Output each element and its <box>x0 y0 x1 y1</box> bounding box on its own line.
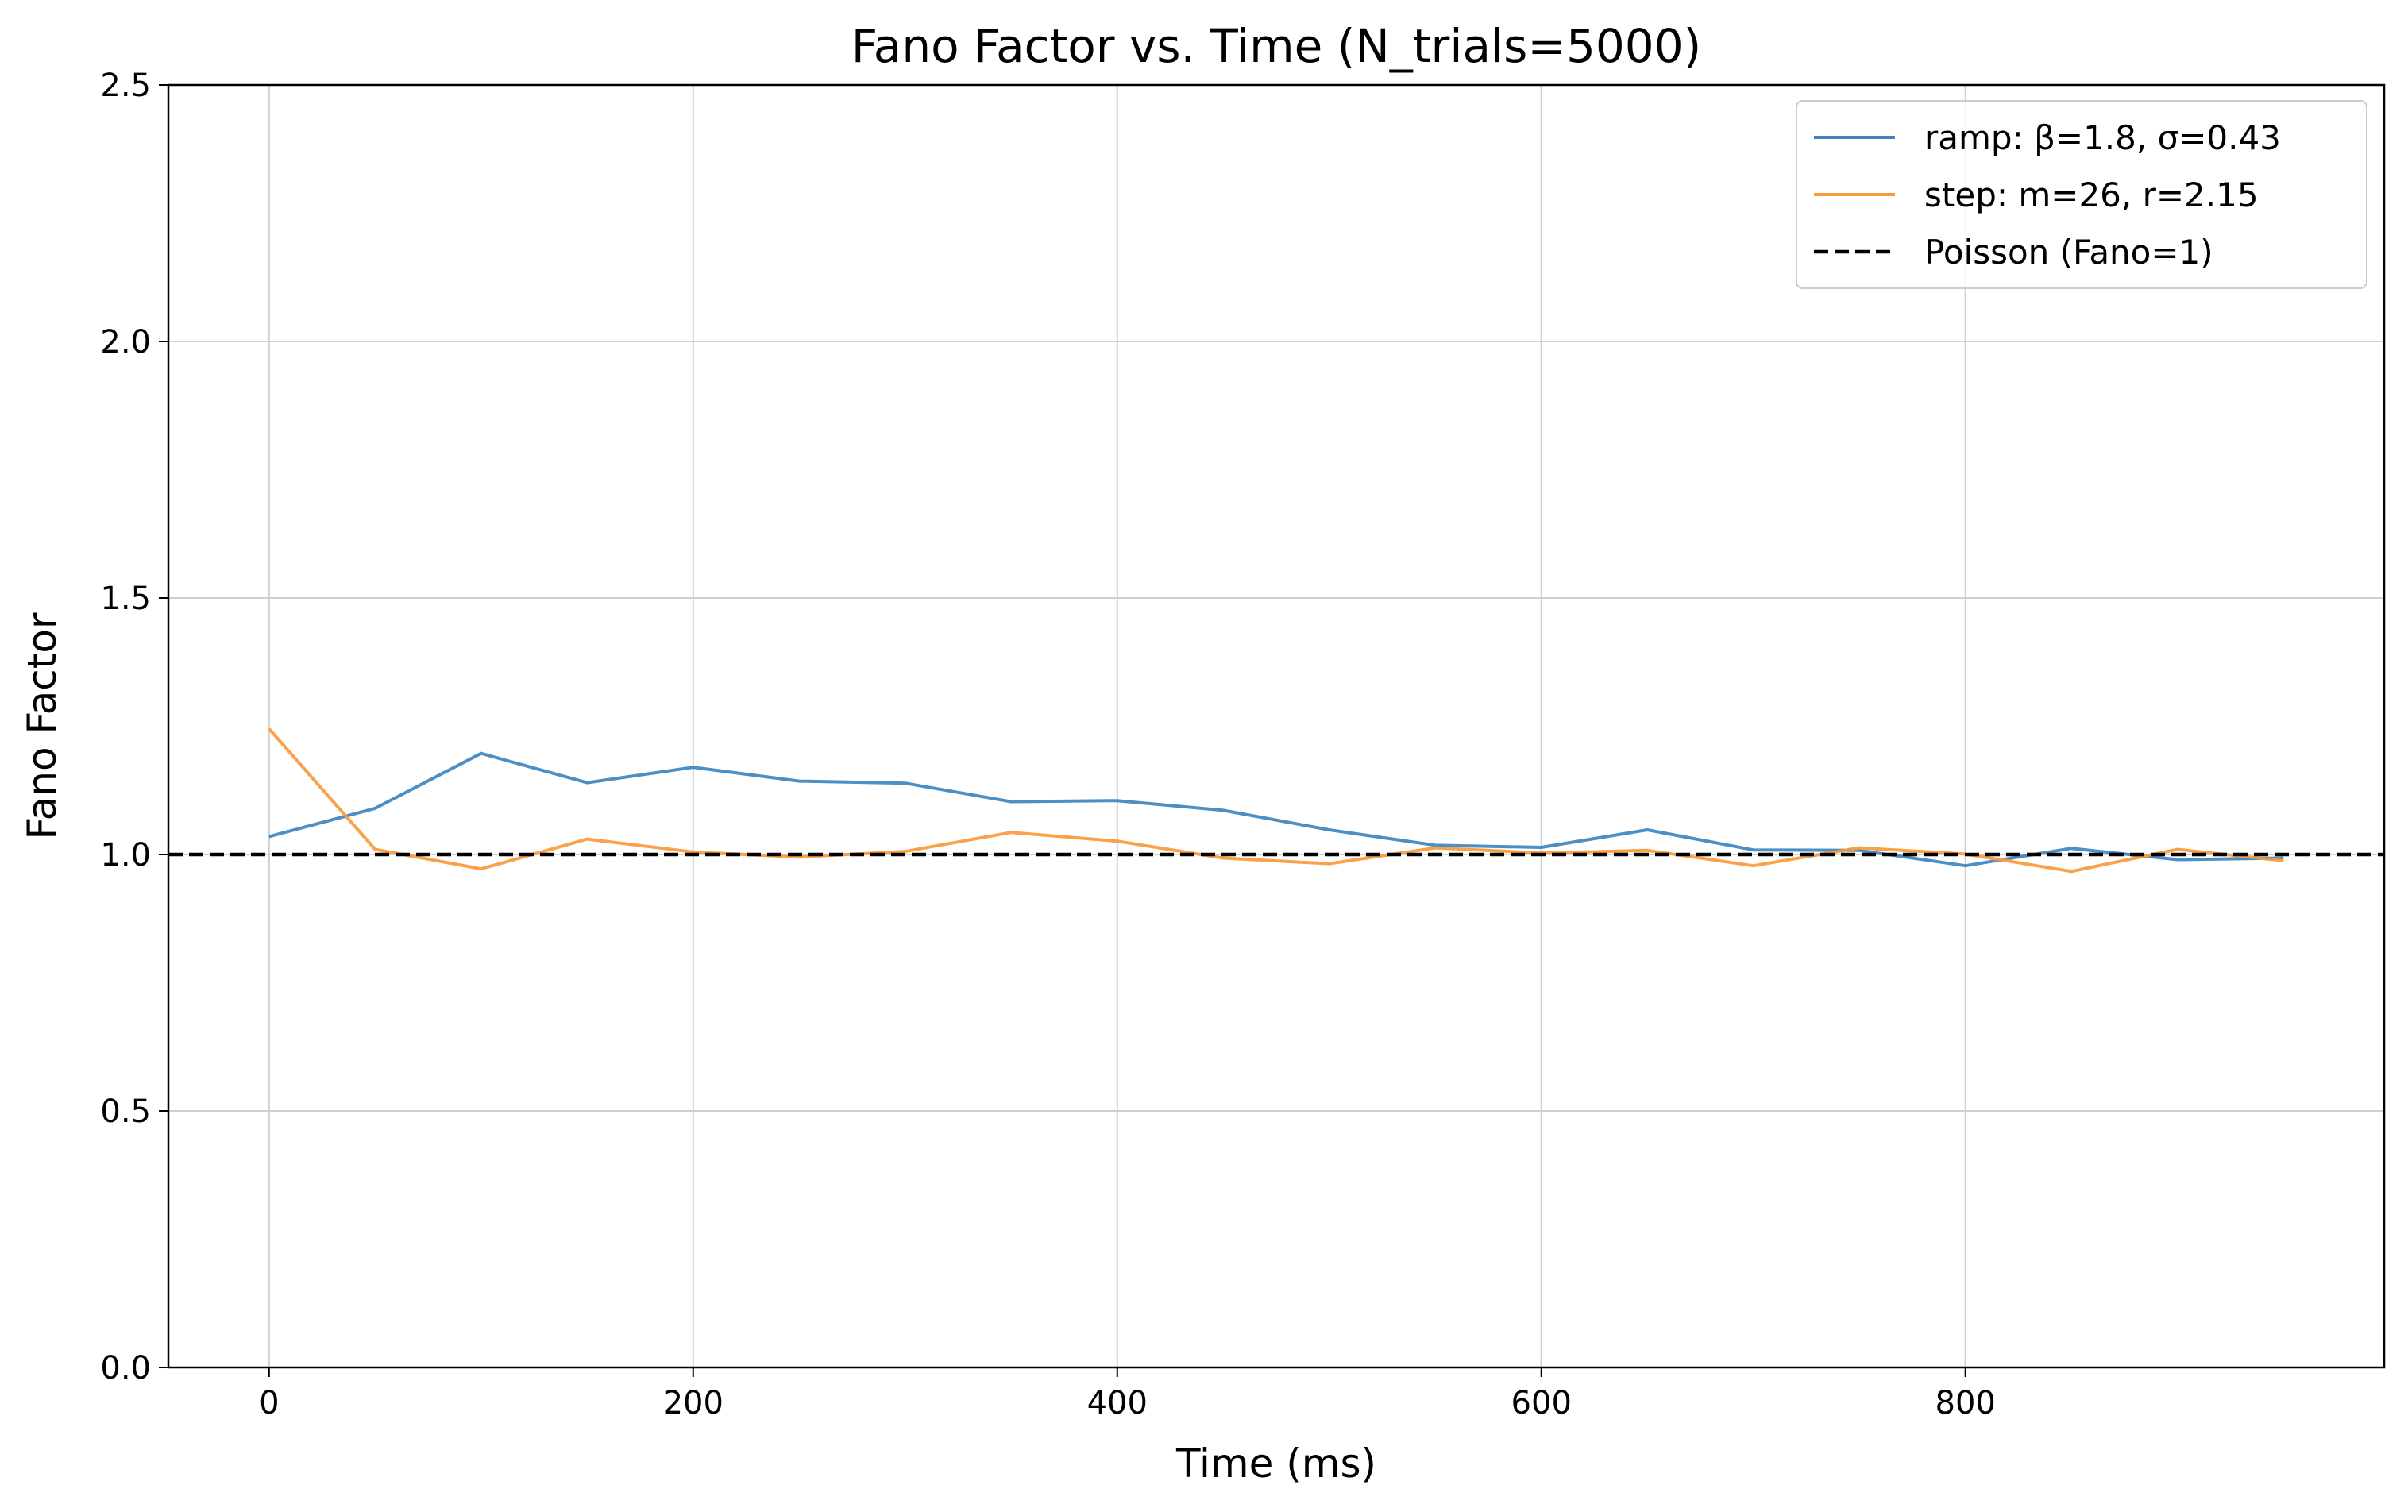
legend-box <box>1796 100 2367 289</box>
chart-title: Fano Factor vs. Time (N_trials=5000) <box>851 19 1701 73</box>
x-axis-label: Time (ms) <box>1175 1441 1376 1487</box>
y-tick-label: 1.0 <box>100 837 151 874</box>
x-tick-label: 0 <box>259 1385 279 1421</box>
y-tick-label: 0.5 <box>100 1094 151 1130</box>
plot-frame <box>167 83 2386 1369</box>
legend-entry-label: step: m=26, r=2.15 <box>1924 176 2259 214</box>
y-axis-label: Fano Factor <box>19 612 65 839</box>
x-tick-label: 800 <box>1935 1385 1996 1421</box>
series-lines <box>168 727 2384 874</box>
y-tick-label: 1.5 <box>100 580 151 617</box>
y-tick-label: 2.5 <box>100 68 151 104</box>
legend-entry-label: Poisson (Fano=1) <box>1924 233 2213 272</box>
y-tick-label: 2.0 <box>100 324 151 361</box>
legend-entry-label: ramp: β=1.8, σ=0.43 <box>1924 118 2281 157</box>
x-tick-label: 600 <box>1511 1385 1572 1421</box>
y-tick-label: 0.0 <box>100 1350 151 1387</box>
x-tick-label: 400 <box>1087 1385 1148 1421</box>
axis-ticks: 0 200 400 600 800 0.0 0.5 1.0 1.5 2.0 2.5 <box>100 68 1996 1421</box>
x-tick-label: 200 <box>663 1385 724 1421</box>
legend: ramp: β=1.8, σ=0.43 step: m=26, r=2.15 Poi… <box>1796 100 2367 289</box>
series-line-ramp <box>268 751 2284 868</box>
